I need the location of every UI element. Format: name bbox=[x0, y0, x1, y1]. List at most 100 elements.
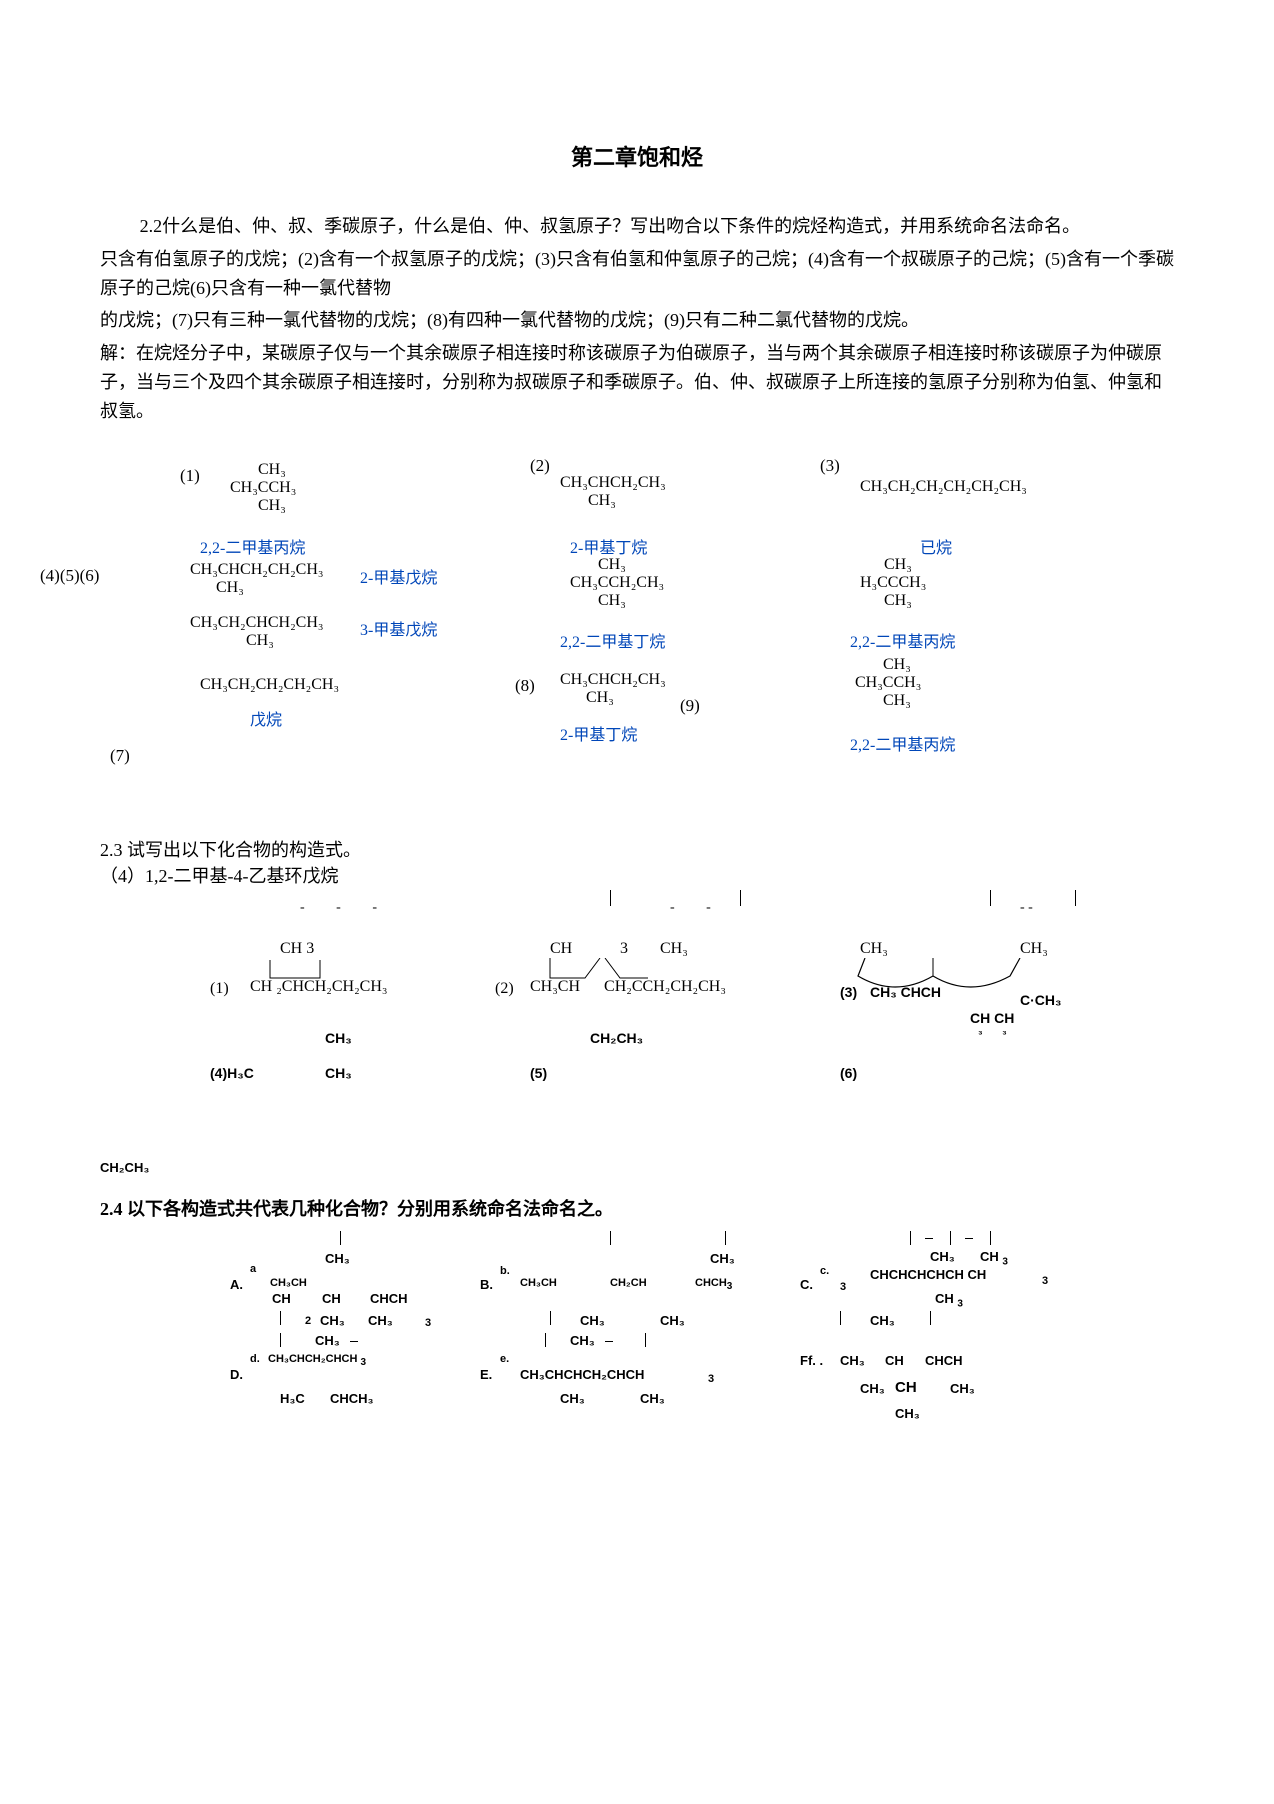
q24-heading: 2.4 以下各构造式共代表几种化合物？分别用系统命名法命名之。 bbox=[100, 1195, 1174, 1221]
s2-bot: CH₂CH₃ bbox=[590, 1030, 643, 1046]
s23-n3-label: (3) bbox=[840, 984, 857, 1000]
q24-c: c. bbox=[820, 1265, 829, 1277]
fig5-name: 2,2-二甲基丁烷 bbox=[560, 628, 665, 652]
q24-E-ch3b: CH₃ bbox=[640, 1391, 665, 1406]
fig-num-7: (7) bbox=[110, 746, 130, 766]
s23-r4-ch3: CH₃ bbox=[325, 1065, 352, 1081]
q24-C-mid: CHCHCHCHCH CH bbox=[870, 1267, 986, 1282]
q24-C-ch3m: CH₃ bbox=[870, 1313, 895, 1328]
bar-col-3a bbox=[990, 890, 991, 906]
dash-row-3: - - bbox=[1020, 900, 1033, 916]
bar-col-2a bbox=[610, 890, 611, 910]
fig8-formula: CH₃CHCH₂CH₃ CH₃ bbox=[560, 671, 666, 707]
q24-barC2 bbox=[930, 1311, 931, 1325]
s3-d: C·CH₃ bbox=[1020, 992, 1061, 1008]
q24-A-2: 2 bbox=[305, 1315, 311, 1327]
s2-top-b: 3 bbox=[620, 940, 628, 958]
s23-n5: (5) bbox=[530, 1065, 547, 1081]
q24-C-tail3: 3 bbox=[1042, 1275, 1048, 1287]
s23-n6: (6) bbox=[840, 1065, 857, 1081]
fig1-formula: CH₃ CH₃CCH₃ CH₃ bbox=[230, 461, 296, 515]
chapter-title: 第二章饱和烃 bbox=[100, 140, 1174, 172]
q24-bar1 bbox=[340, 1231, 341, 1245]
fig7-formula: CH₃CH₂CH₂CH₂CH₃ bbox=[200, 676, 339, 694]
q22-question-2: 只含有伯氢原子的戊烷；(2)含有一个叔氢原子的戊烷；(3)只含有伯氢和仲氢原子的… bbox=[100, 245, 1174, 303]
q24-F-ch3c: CH₃ bbox=[895, 1406, 920, 1421]
fig-num-3: (3) bbox=[820, 456, 840, 476]
fig4a-formula: CH₃CHCH₂CH₂CH₃ CH₃ bbox=[190, 561, 323, 597]
q24-A-CHCH: CHCH bbox=[370, 1291, 408, 1306]
bar-col-2b bbox=[740, 890, 741, 906]
q24-A-CH2: CH bbox=[322, 1291, 341, 1306]
ch2ch3-bottom: CH₂CH₃ bbox=[100, 1160, 1174, 1175]
q24-E-mid: CH₃CHCHCH₂CHCH bbox=[520, 1367, 644, 1382]
q24-A-ch3ch: CH₃CH bbox=[270, 1277, 307, 1289]
s1-bracket-icon bbox=[265, 960, 325, 980]
q23-sub: （4）1,2-二甲基-4-乙基环戊烷 bbox=[100, 862, 1174, 891]
q24-bar2 bbox=[610, 1231, 611, 1245]
q24-barA1 bbox=[280, 1311, 281, 1325]
q24-Edot: E. bbox=[480, 1367, 492, 1382]
q24-B-ch3m: CH₃ bbox=[580, 1313, 605, 1328]
q22-question-3: 的戊烷；(7)只有三种一氯代替物的戊烷；(8)有四种一氯代替物的戊烷；(9)只有… bbox=[100, 306, 1174, 335]
q24-C-3: 3 bbox=[840, 1281, 846, 1293]
page: 第二章饱和烃 2.2什么是伯、仲、叔、季碳原子，什么是伯、仲、叔氢原子？写出吻合… bbox=[0, 0, 1274, 1501]
q24-A-CH: CH bbox=[272, 1291, 291, 1306]
q24-bar3 bbox=[725, 1231, 726, 1245]
q24-e: e. bbox=[500, 1353, 509, 1365]
fig3-name: 已烷 bbox=[920, 534, 952, 558]
fig4b-formula: CH₃CH₂CHCH₂CH₃ CH₃ bbox=[190, 614, 323, 650]
fig4b-name: 3-甲基戊烷 bbox=[360, 616, 437, 640]
fig-num-8: (8) bbox=[515, 676, 535, 696]
q24-F-chch: CHCH bbox=[925, 1353, 963, 1368]
s3-top-a: CH₃ bbox=[860, 940, 888, 958]
q24-F-ch: CH bbox=[885, 1353, 904, 1368]
q24-F-ch3b: CH₃ bbox=[950, 1381, 975, 1396]
q24-dash-r2b bbox=[605, 1341, 613, 1342]
q24-bar-r2-2 bbox=[545, 1333, 546, 1347]
q24-bar4 bbox=[910, 1231, 911, 1245]
q24-B-ch2ch: CH₂CH bbox=[610, 1277, 647, 1289]
q24-B-ch3ch: CH₃CH bbox=[520, 1277, 557, 1289]
s2-top-c: CH₃ bbox=[660, 940, 688, 958]
dash-row-1: - - - bbox=[300, 900, 391, 916]
s2-top-a: CH bbox=[550, 940, 572, 958]
q24-ch-3-c2: CH 3 bbox=[980, 1249, 1008, 1268]
q24-Adot: A. bbox=[230, 1277, 243, 1292]
s1-bot: CH₃ bbox=[325, 1030, 352, 1046]
q24-bar6 bbox=[990, 1231, 991, 1245]
s3-top-b: CH₃ bbox=[1020, 940, 1048, 958]
fig-num-2: (2) bbox=[530, 456, 550, 476]
s23-n4: (4)H₃C bbox=[210, 1065, 254, 1081]
q24-b: b. bbox=[500, 1265, 510, 1277]
q24-Ddot: D. bbox=[230, 1367, 243, 1382]
q24-D-chch3: CHCH₃ bbox=[330, 1391, 374, 1406]
q24-A-ch3m: CH₃ bbox=[320, 1313, 345, 1328]
s23-n2: (2) bbox=[495, 980, 514, 998]
fig6-formula: CH₃ H₃CCCH₃ CH₃ bbox=[860, 556, 926, 610]
q24-B-chch3: CHCH3 bbox=[695, 1277, 732, 1292]
q24-A-3: 3 bbox=[425, 1317, 431, 1329]
q24-dash-r2 bbox=[350, 1341, 358, 1342]
s3-label: CH₃ CHCH bbox=[870, 984, 941, 1000]
fig5-formula: CH₃ CH₃CCH₂CH₃ CH₃ bbox=[570, 556, 664, 610]
q22-figures: (1) CH₃ CH₃CCH₃ CH₃ 2,2-二甲基丙烷 (2) CH₃CHC… bbox=[100, 456, 1174, 796]
fig9-formula: CH₃ CH₃CCH₃ CH₃ bbox=[855, 656, 921, 710]
q24-Bdot: B. bbox=[480, 1277, 493, 1292]
q24-D-h3c: H₃C bbox=[280, 1391, 305, 1406]
q23-heading: 2.3 试写出以下化合物的构造式。 bbox=[100, 836, 1174, 862]
s2-mid: CH₃CH CH₂CCH₂CH₂CH₃ bbox=[530, 978, 726, 996]
fig3-formula: CH₃CH₂CH₂CH₂CH₂CH₃ bbox=[860, 478, 1027, 496]
q24-bar-r2-3 bbox=[645, 1333, 646, 1347]
q24-dash2 bbox=[965, 1238, 973, 1239]
q24-F-CHbig: CH bbox=[895, 1379, 917, 1396]
fig-num-456: (4)(5)(6) bbox=[40, 566, 99, 586]
q23-structures: - - - - - - - CH 3 (1) CH ₂CHCH₂CH₂CH₃ C… bbox=[100, 900, 1174, 1160]
fig9-name: 2,2-二甲基丙烷 bbox=[850, 731, 955, 755]
fig2-formula: CH₃CHCH₂CH₃ CH₃ bbox=[560, 474, 666, 510]
fig-num-9: (9) bbox=[680, 696, 700, 716]
q24-F-ch3: CH₃ bbox=[840, 1353, 865, 1368]
q24-dash1 bbox=[925, 1238, 933, 1239]
fig8-name: 2-甲基丁烷 bbox=[560, 721, 637, 745]
s3-e: CH CH bbox=[970, 1010, 1014, 1026]
